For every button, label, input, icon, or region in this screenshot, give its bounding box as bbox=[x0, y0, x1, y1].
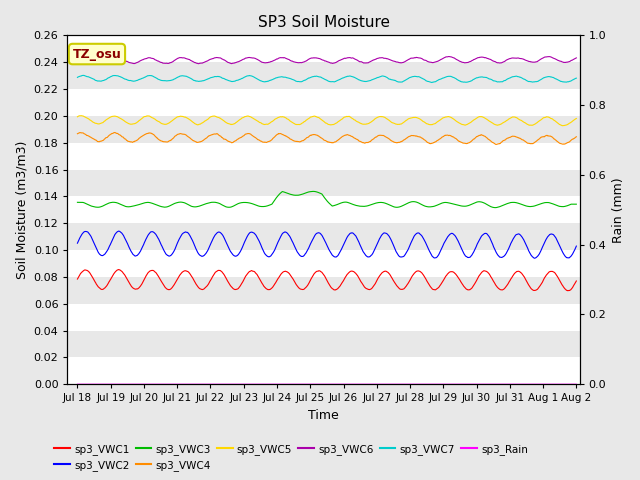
X-axis label: Time: Time bbox=[308, 409, 339, 422]
Y-axis label: Soil Moisture (m3/m3): Soil Moisture (m3/m3) bbox=[15, 141, 28, 279]
Bar bbox=[67, 89, 580, 116]
Bar bbox=[67, 304, 580, 331]
Text: TZ_osu: TZ_osu bbox=[72, 48, 122, 60]
Legend: sp3_VWC1, sp3_VWC2, sp3_VWC3, sp3_VWC4, sp3_VWC5, sp3_VWC6, sp3_VWC7, sp3_Rain: sp3_VWC1, sp3_VWC2, sp3_VWC3, sp3_VWC4, … bbox=[50, 439, 532, 475]
Bar bbox=[67, 143, 580, 169]
Title: SP3 Soil Moisture: SP3 Soil Moisture bbox=[257, 15, 390, 30]
Bar bbox=[67, 36, 580, 62]
Bar bbox=[67, 250, 580, 277]
Y-axis label: Rain (mm): Rain (mm) bbox=[612, 177, 625, 242]
Bar bbox=[67, 196, 580, 223]
Bar bbox=[67, 358, 580, 384]
